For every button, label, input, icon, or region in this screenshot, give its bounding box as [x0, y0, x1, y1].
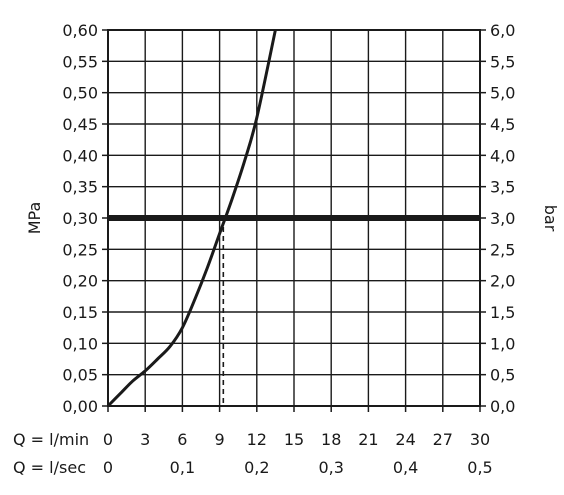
right-axis-label: bar: [541, 205, 560, 232]
right-tick-label: 1,5: [490, 303, 515, 322]
x-lsec-tick-label: 0,4: [393, 458, 418, 477]
pressure-curve: [106, 29, 277, 408]
right-tick-label: 0,5: [490, 366, 515, 385]
left-tick-label: 0,55: [62, 52, 98, 71]
x-axis-lmin-tick-labels: 0 3 6 9 12 15 18 21 24 27 30: [103, 430, 490, 449]
right-tick-label: 4,0: [490, 146, 515, 165]
x-lsec-tick-label: 0,2: [244, 458, 269, 477]
right-tick-label: 2,5: [490, 240, 515, 259]
x-axis-lsec-tick-labels: 0 0,1 0,2 0,3 0,4 0,5: [103, 458, 493, 477]
x-axis-lmin-label: Q = l/min: [13, 430, 89, 449]
x-lsec-tick-label: 0,3: [318, 458, 343, 477]
x-lmin-tick-label: 9: [215, 430, 225, 449]
left-tick-label: 0,35: [62, 178, 98, 197]
grid: [108, 30, 480, 406]
right-tick-label: 5,0: [490, 84, 515, 103]
right-tick-label: 5,5: [490, 52, 515, 71]
left-tick-label: 0,10: [62, 334, 98, 353]
left-tick-label: 0,05: [62, 366, 98, 385]
left-tick-label: 0,20: [62, 272, 98, 291]
right-axis-tick-labels: 0,0 0,5 1,0 1,5 2,0 2,5 3,0 3,5 4,0 4,5 5,0 5,5 6,0: [490, 21, 515, 416]
left-tick-label: 0,25: [62, 240, 98, 259]
right-tick-label: 0,0: [490, 397, 515, 416]
x-axis-lsec-label: Q = l/sec: [13, 458, 86, 477]
right-tick-label: 6,0: [490, 21, 515, 40]
left-axis-tick-labels: 0,00 0,05 0,10 0,15 0,20 0,25 0,30 0,35 0,40 0,45…: [62, 21, 98, 416]
x-lmin-tick-label: 0: [103, 430, 113, 449]
x-lmin-tick-label: 6: [177, 430, 187, 449]
x-lsec-tick-label: 0,5: [467, 458, 492, 477]
right-tick-label: 4,5: [490, 115, 515, 134]
left-tick-label: 0,50: [62, 84, 98, 103]
left-tick-label: 0,00: [62, 397, 98, 416]
left-tick-label: 0,30: [62, 209, 98, 228]
left-tick-label: 0,40: [62, 146, 98, 165]
series-line: [106, 29, 277, 408]
x-lmin-tick-label: 24: [395, 430, 415, 449]
right-tick-label: 2,0: [490, 272, 515, 291]
left-tick-label: 0,15: [62, 303, 98, 322]
right-tick-label: 1,0: [490, 334, 515, 353]
x-lmin-tick-label: 18: [321, 430, 341, 449]
x-lmin-tick-label: 27: [433, 430, 453, 449]
right-tick-label: 3,0: [490, 209, 515, 228]
x-lmin-tick-label: 15: [284, 430, 304, 449]
x-lsec-tick-label: 0: [103, 458, 113, 477]
x-lmin-tick-label: 3: [140, 430, 150, 449]
right-tick-label: 3,5: [490, 178, 515, 197]
plot-frame: [102, 29, 486, 412]
left-tick-label: 0,60: [62, 21, 98, 40]
left-tick-label: 0,45: [62, 115, 98, 134]
x-lmin-tick-label: 12: [247, 430, 267, 449]
x-lsec-tick-label: 0,1: [170, 458, 195, 477]
left-axis-label: MPa: [25, 202, 44, 235]
x-lmin-tick-label: 30: [470, 430, 490, 449]
x-lmin-tick-label: 21: [358, 430, 378, 449]
